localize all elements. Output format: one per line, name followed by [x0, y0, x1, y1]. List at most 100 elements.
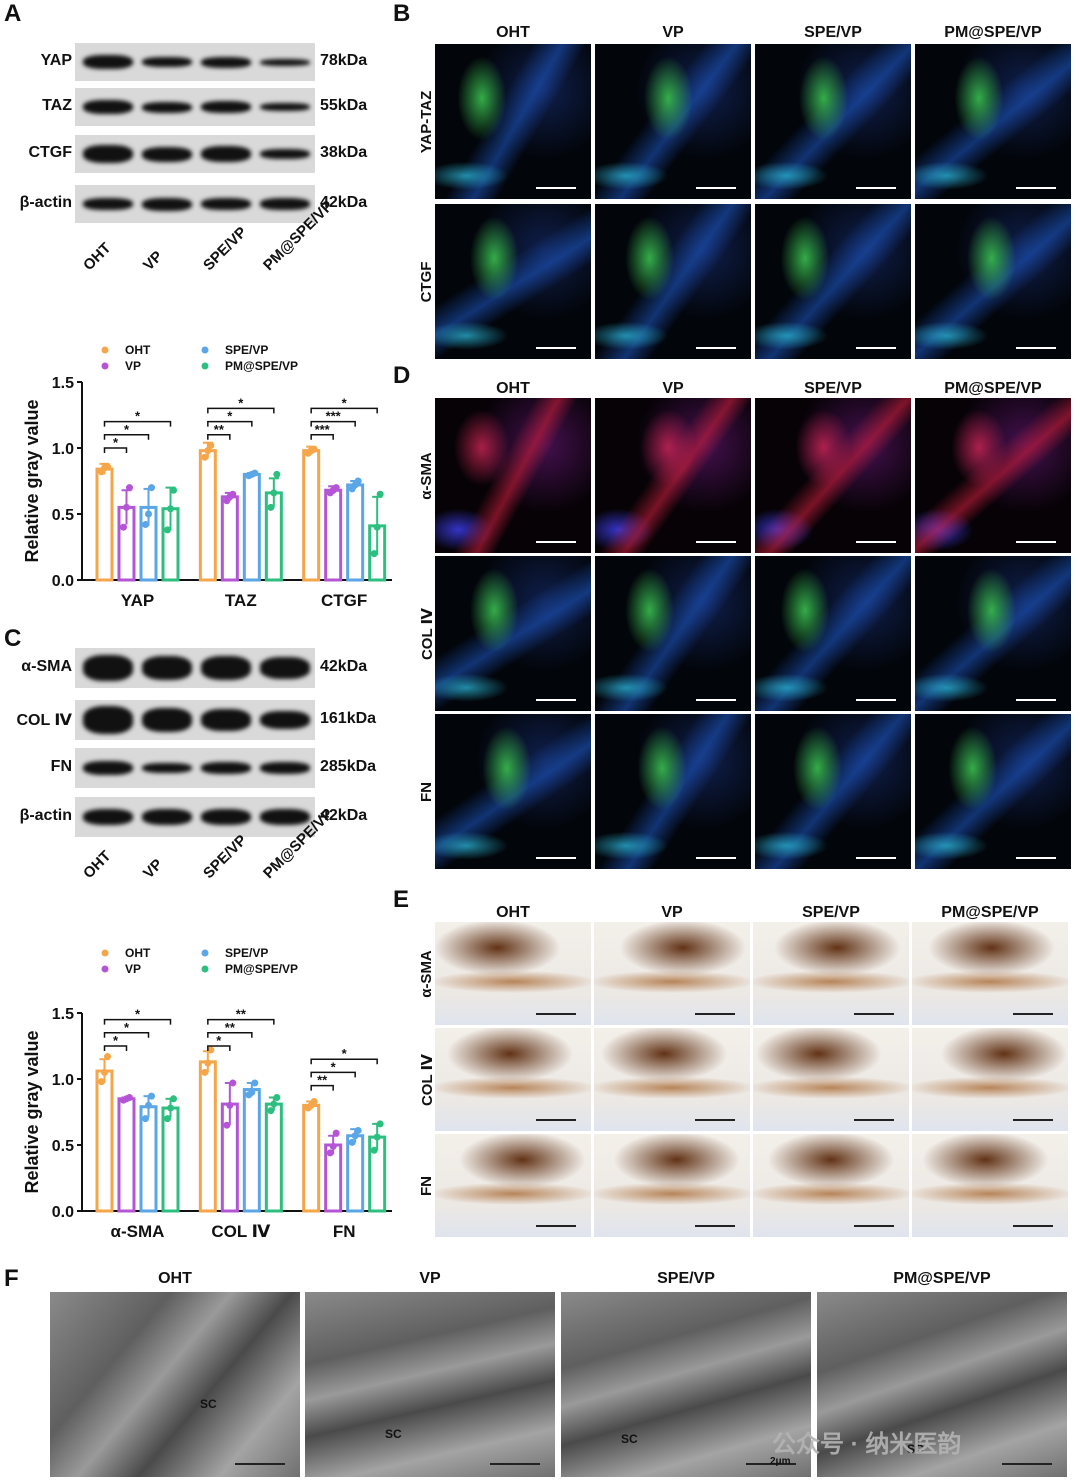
- row-header: CTGF: [418, 261, 435, 302]
- blot-kda-label: 55kDa: [320, 97, 368, 114]
- blot-kda-label: 285kDa: [320, 758, 377, 775]
- scale-bar: [696, 347, 736, 349]
- tem-tile: SC: [561, 1292, 811, 1477]
- panel-letter-e: E: [393, 886, 410, 913]
- y-tick-label: 0.5: [52, 507, 74, 524]
- significance-bracket: [207, 1018, 275, 1025]
- blot-strip: [75, 700, 315, 740]
- micrograph-tile: [755, 556, 911, 711]
- y-axis-label: Relative gray value: [22, 399, 42, 562]
- micrograph-tile: [915, 556, 1071, 711]
- scale-bar: [536, 857, 576, 859]
- bar: [198, 1060, 217, 1213]
- bar: [117, 1097, 136, 1213]
- data-point: [207, 1046, 215, 1054]
- data-point: [167, 505, 174, 513]
- micrograph-tile: [915, 714, 1071, 869]
- significance-label: *: [342, 1046, 348, 1061]
- blot-band: [201, 762, 251, 774]
- bar-chart-a: OHT VP SPE/VP PM@SPE/VP 0.0 0.5 1.0 1.5 Relative…: [22, 343, 392, 610]
- bar: [324, 488, 343, 582]
- data-point: [104, 462, 111, 470]
- significance-bracket: [310, 420, 356, 427]
- x-tick-label: FN: [333, 1222, 356, 1241]
- scale-bar: [536, 1225, 576, 1227]
- scale-bar: [696, 699, 736, 701]
- significance-bracket: [103, 1032, 150, 1038]
- blot-kda-label: 38kDa: [320, 144, 368, 161]
- scale-bar: [695, 1225, 735, 1227]
- lane-label: SPE/VP: [200, 223, 251, 275]
- bar: [346, 1134, 365, 1213]
- data-point: [373, 1133, 381, 1141]
- significance-bracket: [103, 447, 128, 453]
- panel-letter-d: D: [393, 362, 411, 389]
- column-header: SPE/VP: [804, 24, 862, 41]
- significance-label: **: [236, 1007, 247, 1022]
- scale-bar: [696, 187, 736, 189]
- x-tick-label: α-SMA: [111, 1222, 165, 1241]
- bar: [302, 449, 321, 582]
- legend-label: VP: [125, 359, 141, 373]
- legend-swatch: [201, 949, 209, 957]
- bar: [95, 1069, 114, 1213]
- legend-swatch: [201, 965, 209, 973]
- blot-row-label: CTGF: [28, 144, 72, 161]
- y-tick-label: 1.0: [52, 441, 74, 458]
- bar: [198, 449, 217, 582]
- blot-band: [83, 706, 133, 734]
- panel-letter-b: B: [393, 0, 411, 27]
- blot-band: [201, 709, 251, 731]
- watermark: 公众号 · 纳米医韵: [772, 1431, 962, 1458]
- data-point: [101, 1068, 108, 1076]
- x-tick-label: TAZ: [225, 591, 257, 610]
- legend-swatch: [201, 346, 209, 354]
- column-header: PM@SPE/VP: [944, 380, 1042, 397]
- scale-bar: [536, 541, 576, 543]
- bar: [242, 472, 261, 582]
- scale-bar: [1016, 699, 1056, 701]
- bar: [242, 1088, 261, 1213]
- data-point: [145, 510, 152, 518]
- sc-label: SC: [907, 1442, 924, 1456]
- data-point: [229, 490, 237, 498]
- scale-bar: [1002, 1463, 1052, 1465]
- column-header: PM@SPE/VP: [944, 24, 1042, 41]
- blot-band: [260, 103, 310, 111]
- significance-label: *: [113, 435, 119, 450]
- micrograph-tile: [435, 398, 591, 553]
- blot-row-label: β-actin: [19, 194, 72, 211]
- scale-bar: [856, 541, 896, 543]
- lane-label: OHT: [80, 847, 115, 883]
- row-header: FN: [418, 1175, 435, 1196]
- data-point: [273, 470, 281, 478]
- significance-label: *: [216, 1033, 222, 1048]
- blot-band: [260, 198, 310, 210]
- data-point: [201, 453, 209, 461]
- micrograph-tile: [915, 44, 1071, 199]
- blot-band: [201, 809, 251, 825]
- significance-label: **: [317, 1073, 328, 1088]
- column-header: VP: [661, 904, 683, 921]
- column-header: OHT: [496, 24, 530, 41]
- blot-band: [83, 145, 133, 163]
- micrograph-tile: [912, 922, 1068, 1025]
- lane-label: OHT: [80, 239, 115, 275]
- bar: [264, 1102, 283, 1213]
- data-point: [126, 484, 133, 492]
- significance-bracket: [103, 420, 172, 427]
- significance-bracket: [310, 1084, 334, 1091]
- tem-tile: SC: [50, 1292, 300, 1477]
- column-header: VP: [419, 1270, 441, 1287]
- micrograph-tile: [595, 44, 751, 199]
- data-point: [370, 550, 378, 558]
- micrograph-tile: [912, 1028, 1068, 1131]
- significance-label: *: [227, 409, 233, 424]
- scale-bar: [696, 857, 736, 859]
- bar: [220, 495, 239, 582]
- data-point: [251, 469, 259, 477]
- scale-bar: [746, 1463, 796, 1465]
- blot-band: [260, 58, 310, 66]
- panel-letter-c: C: [4, 625, 22, 652]
- data-point: [170, 486, 177, 494]
